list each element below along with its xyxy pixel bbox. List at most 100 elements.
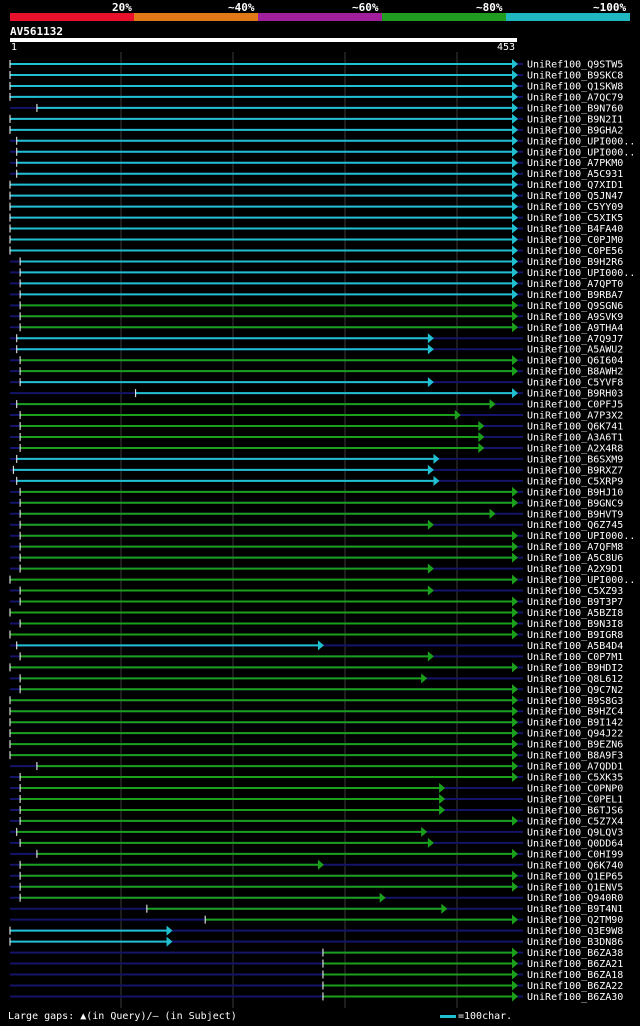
hit-row[interactable]: UniRef100_Q6K740 (10, 859, 623, 872)
hit-label[interactable]: UniRef100_B9N3I8 (527, 619, 623, 630)
hit-label[interactable]: UniRef100_Q6K740 (527, 860, 623, 871)
hit-row[interactable]: UniRef100_B9T3P7 (10, 596, 623, 609)
hit-label[interactable]: UniRef100_Q9LQV3 (527, 827, 623, 838)
hit-label[interactable]: UniRef100_B9HVT9 (527, 509, 623, 520)
hit-row[interactable]: UniRef100_Q6I604 (10, 355, 623, 367)
hit-row[interactable]: UniRef100_C5XIK5 (9, 212, 623, 225)
hit-row[interactable]: UniRef100_B6ZA22 (10, 980, 623, 992)
hit-label[interactable]: UniRef100_A9THA4 (527, 323, 623, 334)
hit-row[interactable]: UniRef100_B6ZA30 (10, 991, 623, 1003)
hit-label[interactable]: UniRef100_Q6Z745 (527, 520, 623, 531)
hit-label[interactable]: UniRef100_B9H2R6 (527, 257, 623, 268)
hit-row[interactable]: UniRef100_A7QDD1 (10, 761, 623, 773)
hit-row[interactable]: UniRef100_B9T4N1 (10, 903, 623, 916)
hit-row[interactable]: UniRef100_B9RXZ7 (10, 464, 623, 477)
hit-row[interactable]: UniRef100_C0PJM0 (9, 234, 623, 247)
hit-label[interactable]: UniRef100_A2X9D1 (527, 564, 623, 575)
hit-label[interactable]: UniRef100_Q3E9W8 (527, 926, 623, 937)
hit-label[interactable]: UniRef100_C5YVF8 (527, 378, 623, 389)
hit-row[interactable]: UniRef100_B9RH03 (10, 388, 623, 400)
hit-row[interactable]: UniRef100_B9I142 (9, 717, 623, 729)
hit-row[interactable]: UniRef100_B9HVT9 (10, 508, 623, 521)
hit-row[interactable]: UniRef100_Q1EP65 (10, 870, 623, 883)
hit-label[interactable]: UniRef100_C5XZ93 (527, 586, 623, 597)
hit-row[interactable]: UniRef100_B9N2I1 (9, 113, 623, 126)
hit-row[interactable]: UniRef100_B9HDI2 (9, 662, 623, 674)
hit-row[interactable]: UniRef100_A2X4R8 (10, 442, 623, 455)
hit-row[interactable]: UniRef100_C5XK35 (10, 772, 623, 784)
hit-label[interactable]: UniRef100_B9GHA2 (527, 125, 623, 136)
hit-label[interactable]: UniRef100_C5XIK5 (527, 213, 623, 224)
hit-label[interactable]: UniRef100_Q1EP65 (527, 871, 623, 882)
hit-label[interactable]: UniRef100_B9I142 (527, 718, 623, 729)
hit-row[interactable]: UniRef100_C5YVF8 (10, 377, 623, 389)
hit-row[interactable]: UniRef100_Q7XID1 (9, 179, 623, 192)
hit-row[interactable]: UniRef100_B9SKC8 (9, 69, 623, 82)
hit-row[interactable]: UniRef100_B8A9F3 (9, 750, 623, 762)
hit-row[interactable]: UniRef100_B9RBA7 (10, 289, 623, 301)
hit-label[interactable]: UniRef100_B9HDI2 (527, 663, 623, 674)
hit-row[interactable]: UniRef100_A2X9D1 (10, 563, 623, 576)
hit-row[interactable]: UniRef100_UPI000.. (10, 135, 635, 148)
hit-row[interactable]: UniRef100_A7P3X2 (10, 410, 623, 422)
hit-label[interactable]: UniRef100_A5B4D4 (527, 641, 623, 652)
hit-row[interactable]: UniRef100_A7QPT0 (10, 278, 623, 290)
hit-row[interactable]: UniRef100_A5AWU2 (10, 344, 623, 356)
hit-row[interactable]: UniRef100_Q940R0 (10, 892, 623, 905)
hit-row[interactable]: UniRef100_B6SXM9 (10, 453, 623, 466)
hit-row[interactable]: UniRef100_A3A6T1 (10, 431, 623, 444)
hit-label[interactable]: UniRef100_A5BZI8 (527, 608, 623, 619)
hit-row[interactable]: UniRef100_Q6K741 (10, 421, 623, 433)
hit-label[interactable]: UniRef100_Q5JN47 (527, 191, 623, 202)
hit-row[interactable]: UniRef100_B9H2R6 (10, 256, 623, 268)
hit-label[interactable]: UniRef100_B9N760 (527, 103, 623, 114)
hit-label[interactable]: UniRef100_B6ZA30 (527, 992, 623, 1003)
hit-label[interactable]: UniRef100_C0HI99 (527, 849, 623, 860)
hit-label[interactable]: UniRef100_B9EZN6 (527, 740, 623, 751)
hit-row[interactable]: UniRef100_Q1ENV5 (10, 881, 623, 894)
hit-label[interactable]: UniRef100_B9RBA7 (527, 290, 623, 301)
hit-row[interactable]: UniRef100_C0PNP0 (10, 783, 623, 795)
hit-label[interactable]: UniRef100_UPI000.. (527, 136, 635, 147)
hit-label[interactable]: UniRef100_C0PEL1 (527, 794, 623, 805)
hit-row[interactable]: UniRef100_C0HI99 (10, 848, 623, 861)
hit-label[interactable]: UniRef100_A3A6T1 (527, 432, 623, 443)
hit-label[interactable]: UniRef100_UPI000.. (527, 531, 635, 542)
hit-label[interactable]: UniRef100_Q9STW5 (527, 60, 623, 71)
hit-row[interactable]: UniRef100_Q1SKW8 (9, 80, 623, 93)
hit-row[interactable]: UniRef100_B9HJ10 (10, 486, 623, 499)
hit-row[interactable]: UniRef100_B8AWH2 (10, 366, 623, 378)
hit-label[interactable]: UniRef100_Q1SKW8 (527, 81, 623, 92)
hit-row[interactable]: UniRef100_C5XRP9 (10, 475, 623, 488)
hit-row[interactable]: UniRef100_B9HZC4 (9, 706, 623, 718)
hit-label[interactable]: UniRef100_A2X4R8 (527, 443, 623, 454)
hit-label[interactable]: UniRef100_B9RH03 (527, 389, 623, 400)
hit-label[interactable]: UniRef100_B9IGR8 (527, 630, 623, 641)
hit-row[interactable]: UniRef100_B6ZA18 (10, 969, 623, 982)
hit-label[interactable]: UniRef100_B9S8G3 (527, 696, 623, 707)
hit-label[interactable]: UniRef100_B9GNC9 (527, 498, 623, 509)
hit-label[interactable]: UniRef100_A7QPT0 (527, 279, 623, 290)
hit-label[interactable]: UniRef100_Q0DD64 (527, 838, 623, 849)
hit-row[interactable]: UniRef100_B9GHA2 (9, 124, 623, 137)
hit-row[interactable]: UniRef100_B9GNC9 (10, 497, 623, 510)
hit-label[interactable]: UniRef100_C5XRP9 (527, 476, 623, 487)
hit-label[interactable]: UniRef100_B6ZA18 (527, 970, 623, 981)
hit-row[interactable]: UniRef100_B6TJS6 (10, 804, 623, 817)
hit-label[interactable]: UniRef100_Q7XID1 (527, 180, 623, 191)
hit-row[interactable]: UniRef100_B9IGR8 (9, 629, 623, 641)
hit-label[interactable]: UniRef100_A5C8U6 (527, 553, 623, 564)
hit-label[interactable]: UniRef100_A5C931 (527, 169, 623, 180)
hit-row[interactable]: UniRef100_A5C8U6 (10, 552, 623, 565)
hit-label[interactable]: UniRef100_B9T3P7 (527, 597, 623, 608)
hit-row[interactable]: UniRef100_UPI000.. (10, 146, 635, 159)
hit-label[interactable]: UniRef100_B9HZC4 (527, 707, 623, 718)
hit-label[interactable]: UniRef100_B6TJS6 (527, 805, 623, 816)
hit-label[interactable]: UniRef100_Q9SGN6 (527, 301, 623, 312)
hit-row[interactable]: UniRef100_UPI000.. (10, 530, 635, 543)
hit-row[interactable]: UniRef100_B9S8G3 (9, 695, 623, 707)
hit-row[interactable]: UniRef100_A7QFM8 (10, 541, 623, 554)
hit-label[interactable]: UniRef100_B6SXM9 (527, 454, 623, 465)
hit-label[interactable]: UniRef100_UPI000.. (527, 575, 635, 586)
hit-row[interactable]: UniRef100_B9EZN6 (9, 739, 623, 751)
